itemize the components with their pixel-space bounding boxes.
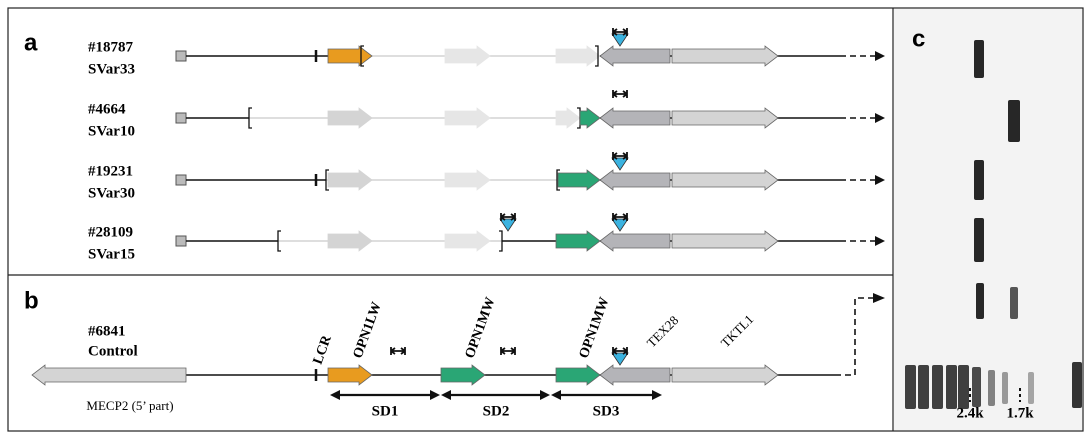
- gene-arrow: [445, 46, 490, 66]
- arrowhead: [652, 390, 662, 400]
- arrowhead: [875, 236, 885, 246]
- gene-arrow: [328, 46, 372, 66]
- sample-label: SVar10: [88, 123, 135, 139]
- gene-label: LCR: [311, 333, 336, 367]
- gel-band: [1002, 372, 1008, 404]
- gene-arrow: [600, 108, 670, 128]
- gel-band: [976, 283, 984, 319]
- arrowhead: [551, 390, 561, 400]
- dashed-line: [835, 298, 873, 375]
- probe: [612, 353, 628, 365]
- gel-band: [958, 365, 969, 409]
- sample-id: #19231: [88, 163, 133, 179]
- gel-band: [974, 160, 984, 200]
- gene-label: OPN1MW: [463, 295, 499, 360]
- gel-band: [918, 365, 929, 409]
- marker-box: [176, 113, 186, 123]
- gene-arrow: [328, 170, 372, 190]
- probe: [612, 34, 628, 46]
- arrowhead: [875, 113, 885, 123]
- gene-arrow: [600, 170, 670, 190]
- gene-arrow: [445, 170, 490, 190]
- gel-band: [974, 218, 984, 262]
- gel-band: [905, 365, 916, 409]
- gene-label: OPN1MW: [577, 295, 613, 360]
- arrowhead: [430, 390, 440, 400]
- marker-box: [176, 51, 186, 61]
- primer: [501, 347, 515, 355]
- gene-arrow: [556, 46, 600, 66]
- sd-label: SD2: [483, 403, 510, 419]
- gene-arrow: [445, 108, 490, 128]
- gene-arrow: [441, 365, 485, 385]
- sample-id: #28109: [88, 224, 133, 240]
- sd-label: SD3: [593, 403, 620, 419]
- probe: [612, 158, 628, 170]
- gene-arrow: [556, 108, 580, 128]
- arrowhead: [330, 390, 340, 400]
- sd-label: SD1: [372, 403, 399, 419]
- sample-label: Control: [88, 343, 138, 359]
- figure: a b c #6841 Control LCR OPN1LW OPN1MW OP…: [0, 0, 1087, 435]
- gel-band: [946, 365, 957, 409]
- gene-arrow: [672, 170, 778, 190]
- panel-label: b: [24, 287, 39, 314]
- gel-band: [1010, 287, 1018, 319]
- sample-label: SVar15: [88, 246, 135, 262]
- gel-band: [1028, 372, 1034, 404]
- gene-arrow: [600, 46, 670, 66]
- gene-arrow: [672, 46, 778, 66]
- marker-box: [176, 175, 186, 185]
- arrowhead: [873, 293, 885, 303]
- arrowhead: [875, 51, 885, 61]
- gel-band: [974, 40, 984, 78]
- gene-label: TEX28: [644, 313, 682, 351]
- gel-band: [988, 370, 995, 406]
- arrowhead: [441, 390, 451, 400]
- gene-label: TKTL1: [718, 312, 757, 351]
- marker-box: [176, 236, 186, 246]
- marker-label: 1.7k: [1006, 405, 1034, 421]
- gene-arrow: [556, 365, 600, 385]
- gene-arrow: [328, 365, 372, 385]
- gel-band: [972, 367, 981, 407]
- probe: [612, 219, 628, 231]
- gene-arrow: [672, 365, 778, 385]
- gene-arrow: [328, 231, 372, 251]
- gene-arrow: [600, 365, 670, 385]
- gene-arrow: [556, 231, 600, 251]
- gene-arrow: [672, 108, 778, 128]
- gene-arrow: [580, 108, 600, 128]
- sample-label: SVar30: [88, 185, 135, 201]
- sample-label: SVar33: [88, 61, 135, 77]
- primer: [613, 90, 627, 98]
- gel-band: [1008, 100, 1020, 142]
- gene-label: OPN1LW: [351, 300, 385, 360]
- sample-id: #6841: [88, 323, 126, 339]
- arrowhead: [875, 175, 885, 185]
- primer: [391, 347, 405, 355]
- gene-arrow: [558, 170, 600, 190]
- panel-label: a: [24, 29, 38, 56]
- gene-label: MECP2 (5’ part): [86, 398, 173, 413]
- gene-arrow: [445, 231, 490, 251]
- probe: [500, 219, 516, 231]
- arrowhead: [540, 390, 550, 400]
- gene-arrow: [600, 231, 670, 251]
- gene-arrow: [672, 231, 778, 251]
- gel-band: [1072, 362, 1082, 408]
- gene-arrow: [32, 365, 186, 385]
- gel-band: [932, 365, 943, 409]
- sample-id: #4664: [88, 101, 126, 117]
- sample-id: #18787: [88, 39, 134, 55]
- gene-arrow: [328, 108, 372, 128]
- panel-label: c: [912, 25, 925, 52]
